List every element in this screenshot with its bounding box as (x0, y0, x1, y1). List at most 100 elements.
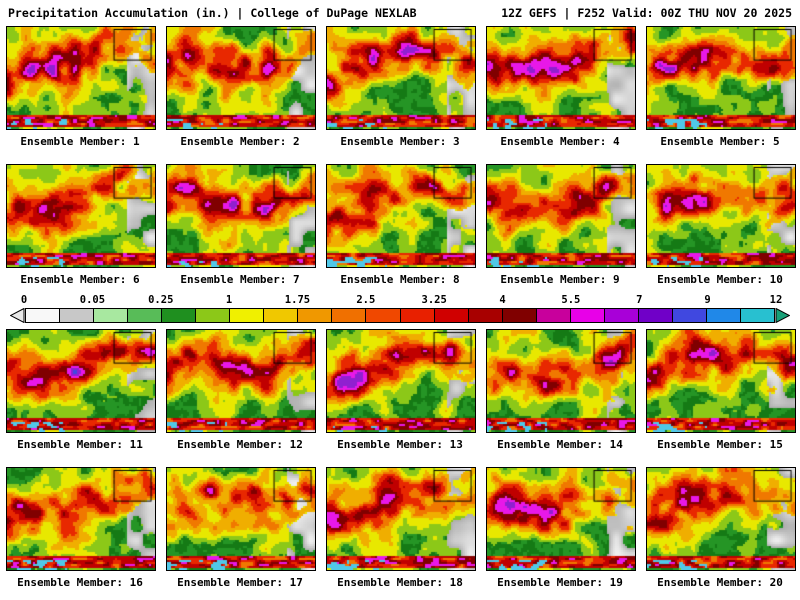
page-title: Precipitation Accumulation (in.) | Colle… (8, 6, 417, 20)
colorbar-segment (196, 308, 231, 322)
ensemble-row-3: Ensemble Member: 11 Ensemble Member: 12 … (0, 329, 800, 451)
colorbar-segment (570, 308, 605, 322)
ensemble-member-tile: Ensemble Member: 5 (646, 26, 796, 148)
ensemble-member-tile: Ensemble Member: 4 (486, 26, 636, 148)
colorbar: 0 0.05 0.25 1 1.75 2.5 3.25 4 5.5 7 9 12 (0, 294, 800, 323)
ensemble-row-1: Ensemble Member: 1 Ensemble Member: 2 En… (0, 26, 800, 148)
ensemble-member-label: Ensemble Member: 20 (657, 576, 783, 589)
precip-map-thumbnail[interactable] (326, 467, 476, 571)
colorbar-segment (230, 308, 265, 322)
colorbar-tick-label: 1.75 (284, 294, 311, 306)
ensemble-member-label: Ensemble Member: 19 (497, 576, 623, 589)
colorbar-tick-label: 3.25 (421, 294, 447, 306)
ensemble-member-label: Ensemble Member: 5 (660, 135, 780, 148)
colorbar-bar (10, 307, 790, 323)
precip-map-thumbnail[interactable] (166, 26, 316, 130)
ensemble-member-label: Ensemble Member: 9 (500, 273, 620, 286)
colorbar-tick-label: 0.25 (148, 294, 174, 306)
ensemble-member-tile: Ensemble Member: 20 (646, 467, 796, 589)
header: Precipitation Accumulation (in.) | Colle… (0, 0, 800, 22)
colorbar-tick-label: 4 (499, 294, 506, 306)
ensemble-member-tile: Ensemble Member: 3 (326, 26, 476, 148)
ensemble-member-label: Ensemble Member: 7 (180, 273, 300, 286)
precip-map-thumbnail[interactable] (6, 329, 156, 433)
colorbar-segment (434, 308, 469, 322)
colorbar-segment (162, 308, 197, 322)
colorbar-segment (604, 308, 639, 322)
colorbar-segment (706, 308, 741, 322)
precip-map-thumbnail[interactable] (6, 164, 156, 268)
ensemble-member-tile: Ensemble Member: 1 (6, 26, 156, 148)
colorbar-segment (366, 308, 401, 322)
precip-map-thumbnail[interactable] (166, 329, 316, 433)
precip-map-thumbnail[interactable] (486, 26, 636, 130)
ensemble-row-2: Ensemble Member: 6 Ensemble Member: 7 En… (0, 164, 800, 286)
ensemble-member-tile: Ensemble Member: 18 (326, 467, 476, 589)
precip-map-thumbnail[interactable] (326, 164, 476, 268)
ensemble-member-tile: Ensemble Member: 15 (646, 329, 796, 451)
colorbar-segment (264, 308, 299, 322)
colorbar-left-arrow-icon (10, 307, 25, 323)
ensemble-member-tile: Ensemble Member: 7 (166, 164, 316, 286)
precip-map-thumbnail[interactable] (166, 467, 316, 571)
colorbar-tick-label: 1 (225, 294, 233, 306)
colorbar-segment (502, 308, 537, 322)
precip-map-thumbnail[interactable] (486, 329, 636, 433)
precip-map-thumbnail[interactable] (486, 164, 636, 268)
ensemble-member-label: Ensemble Member: 14 (497, 438, 623, 451)
colorbar-segment (94, 308, 129, 322)
ensemble-row-4: Ensemble Member: 16 Ensemble Member: 17 … (0, 467, 800, 589)
precip-map-thumbnail[interactable] (646, 467, 796, 571)
colorbar-segment (638, 308, 673, 322)
precip-map-thumbnail[interactable] (326, 329, 476, 433)
precip-map-thumbnail[interactable] (646, 26, 796, 130)
ensemble-member-label: Ensemble Member: 6 (20, 273, 140, 286)
ensemble-member-label: Ensemble Member: 12 (177, 438, 303, 451)
precip-map-thumbnail[interactable] (166, 164, 316, 268)
ensemble-member-tile: Ensemble Member: 16 (6, 467, 156, 589)
ensemble-member-tile: Ensemble Member: 14 (486, 329, 636, 451)
ensemble-member-label: Ensemble Member: 2 (180, 135, 300, 148)
precip-map-thumbnail[interactable] (326, 26, 476, 130)
ensemble-member-label: Ensemble Member: 13 (337, 438, 463, 451)
colorbar-tick-label: 0 (20, 294, 28, 306)
ensemble-member-tile: Ensemble Member: 9 (486, 164, 636, 286)
colorbar-tick-labels: 0 0.05 0.25 1 1.75 2.5 3.25 4 5.5 7 9 12 (10, 294, 790, 307)
colorbar-segment (672, 308, 707, 322)
ensemble-member-tile: Ensemble Member: 17 (166, 467, 316, 589)
ensemble-member-tile: Ensemble Member: 13 (326, 329, 476, 451)
colorbar-segment (26, 308, 61, 322)
colorbar-tick-label: 0.05 (79, 294, 106, 306)
precip-map-thumbnail[interactable] (646, 164, 796, 268)
colorbar-tick-label: 12 (769, 294, 783, 306)
colorbar-segment (468, 308, 503, 322)
ensemble-member-label: Ensemble Member: 18 (337, 576, 463, 589)
ensemble-member-label: Ensemble Member: 16 (17, 576, 143, 589)
ensemble-member-label: Ensemble Member: 10 (657, 273, 783, 286)
precip-map-thumbnail[interactable] (646, 329, 796, 433)
ensemble-member-label: Ensemble Member: 8 (340, 273, 460, 286)
precip-map-thumbnail[interactable] (486, 467, 636, 571)
colorbar-segment (128, 308, 163, 322)
ensemble-member-tile: Ensemble Member: 19 (486, 467, 636, 589)
colorbar-segment (536, 308, 571, 322)
ensemble-member-label: Ensemble Member: 4 (500, 135, 620, 148)
ensemble-member-label: Ensemble Member: 17 (177, 576, 303, 589)
colorbar-segment (400, 308, 435, 322)
precip-map-thumbnail[interactable] (6, 26, 156, 130)
colorbar-right-arrow-icon (775, 307, 790, 323)
ensemble-member-tile: Ensemble Member: 11 (6, 329, 156, 451)
precip-map-thumbnail[interactable] (6, 467, 156, 571)
run-valid-time: 12Z GEFS | F252 Valid: 00Z THU NOV 20 20… (501, 6, 792, 20)
ensemble-member-label: Ensemble Member: 15 (657, 438, 783, 451)
ensemble-member-tile: Ensemble Member: 10 (646, 164, 796, 286)
ensemble-member-tile: Ensemble Member: 12 (166, 329, 316, 451)
colorbar-tick-label: 2.5 (356, 294, 376, 306)
colorbar-segment (60, 308, 95, 322)
colorbar-segment (740, 308, 775, 322)
ensemble-member-label: Ensemble Member: 11 (17, 438, 143, 451)
colorbar-tick-label: 7 (636, 294, 643, 306)
colorbar-tick-label: 5.5 (561, 294, 581, 306)
ensemble-member-tile: Ensemble Member: 8 (326, 164, 476, 286)
